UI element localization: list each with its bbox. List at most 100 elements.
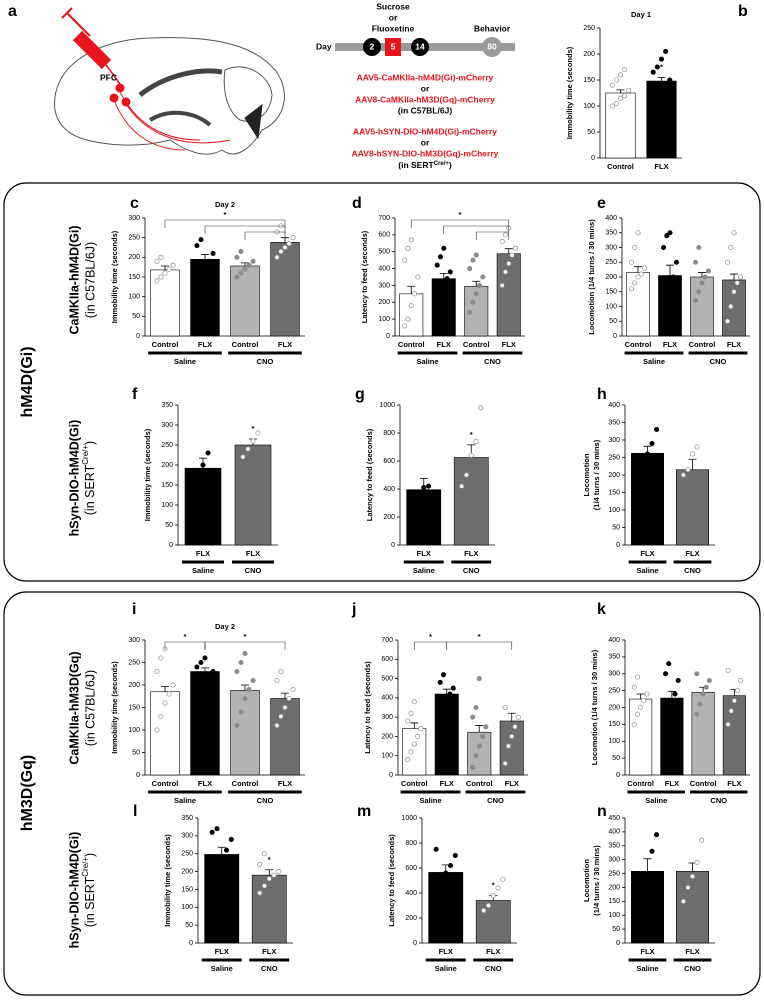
data-point bbox=[628, 286, 635, 292]
error-bar bbox=[241, 262, 249, 266]
y-tick-label: 150 bbox=[128, 274, 140, 281]
data-point bbox=[166, 266, 172, 272]
bar bbox=[184, 467, 222, 546]
y-axis-label: (1/4 turns / 30 mins) bbox=[592, 845, 601, 916]
y-tick-label: 250 bbox=[161, 442, 173, 449]
data-point bbox=[700, 691, 706, 697]
error-bar bbox=[698, 272, 706, 277]
group-label: Saline bbox=[636, 566, 658, 575]
data-point bbox=[685, 884, 691, 890]
data-point bbox=[658, 87, 665, 93]
x-tick-label: FLX bbox=[685, 947, 699, 956]
y-axis-label: Immobility time (seconds) bbox=[110, 661, 119, 754]
y-tick-label: 50 bbox=[609, 318, 617, 325]
data-point bbox=[654, 832, 660, 838]
y-tick-label: 0 bbox=[616, 542, 620, 549]
data-point bbox=[631, 684, 637, 690]
y-tick-label: 400 bbox=[378, 265, 390, 272]
y-tick-label: 100 bbox=[608, 912, 620, 919]
x-tick-label: FLX bbox=[464, 549, 478, 558]
data-point bbox=[680, 472, 686, 478]
bracket bbox=[164, 641, 206, 650]
significance: * bbox=[224, 210, 227, 219]
data-point bbox=[246, 686, 252, 693]
y-tick-label: 200 bbox=[608, 704, 620, 711]
data-point bbox=[162, 700, 168, 706]
data-point bbox=[402, 323, 408, 329]
data-point bbox=[476, 743, 482, 749]
error-bar bbox=[507, 712, 516, 721]
data-point bbox=[499, 239, 505, 245]
panel-letter: j bbox=[351, 601, 356, 618]
data-point bbox=[202, 677, 208, 684]
bar bbox=[629, 698, 653, 776]
data-point bbox=[434, 262, 440, 268]
sub-label: (in SERTCre/+) bbox=[81, 853, 97, 927]
x-tick-label: Control bbox=[625, 340, 652, 349]
data-point bbox=[452, 852, 458, 859]
data-point bbox=[447, 269, 453, 275]
data-point bbox=[734, 688, 741, 694]
construct: (in SERTCre/+) bbox=[398, 160, 452, 170]
data-point bbox=[699, 280, 705, 286]
y-tick-label: 200 bbox=[378, 299, 390, 306]
data-point bbox=[440, 672, 447, 678]
panel-letter: m bbox=[357, 803, 371, 820]
data-point bbox=[649, 848, 655, 854]
data-point bbox=[640, 884, 646, 890]
data-point bbox=[728, 303, 734, 310]
data-point bbox=[476, 676, 482, 682]
data-point bbox=[255, 430, 261, 436]
bar bbox=[722, 695, 746, 776]
x-tick-label: FLX bbox=[198, 779, 212, 788]
day-number: 5 bbox=[391, 41, 396, 51]
data-point bbox=[485, 902, 492, 909]
error-bar bbox=[643, 858, 652, 872]
group-label: CNO bbox=[261, 964, 278, 973]
data-point bbox=[434, 294, 440, 300]
error-bar bbox=[688, 458, 697, 470]
bar bbox=[496, 253, 521, 337]
y-tick-label: 400 bbox=[383, 486, 395, 493]
y-tick-label: 0 bbox=[613, 333, 617, 340]
data-point bbox=[728, 708, 734, 714]
data-point bbox=[500, 876, 506, 882]
data-point bbox=[632, 244, 638, 251]
data-point bbox=[725, 667, 731, 673]
data-point bbox=[694, 444, 700, 450]
y-tick-label: 0 bbox=[391, 542, 395, 549]
construct: AAV5-hSYN-DIO-hM4D(Gi)-mCherry bbox=[353, 126, 497, 136]
data-point bbox=[515, 714, 521, 720]
day-number: 14 bbox=[415, 41, 425, 51]
data-point bbox=[271, 872, 277, 878]
significance: * bbox=[470, 430, 473, 439]
group-box bbox=[3, 591, 761, 996]
bar bbox=[646, 80, 677, 159]
data-point bbox=[689, 451, 696, 457]
error-bar bbox=[504, 248, 513, 254]
data-point bbox=[450, 685, 456, 691]
data-point bbox=[473, 438, 479, 444]
y-tick-label: 300 bbox=[128, 637, 140, 644]
y-tick-label: 50 bbox=[165, 522, 173, 529]
data-point bbox=[512, 724, 518, 730]
y-axis-label: Locomotion (1/4 turns / 30 mins) bbox=[587, 219, 596, 335]
y-tick-label: 300 bbox=[181, 833, 193, 840]
bar bbox=[630, 452, 664, 546]
y-tick-label: 800 bbox=[383, 430, 395, 437]
y-tick-label: 250 bbox=[608, 687, 620, 694]
panel-letter: h bbox=[597, 386, 607, 403]
data-point bbox=[234, 668, 240, 675]
y-tick-label: 1000 bbox=[401, 815, 417, 822]
x-tick-label: FLX bbox=[727, 779, 741, 788]
data-point bbox=[459, 483, 465, 489]
data-point bbox=[414, 733, 421, 739]
data-point bbox=[664, 233, 670, 239]
data-point bbox=[692, 298, 699, 304]
x-tick-label: Control bbox=[232, 340, 259, 349]
y-tick-label: 300 bbox=[608, 437, 620, 444]
panel-letter: n bbox=[597, 803, 607, 820]
y-tick-label: 100 bbox=[605, 303, 617, 310]
y-axis-label: (1/4 turns / 30 mins) bbox=[592, 439, 601, 510]
y-tick-label: 50 bbox=[612, 926, 620, 933]
